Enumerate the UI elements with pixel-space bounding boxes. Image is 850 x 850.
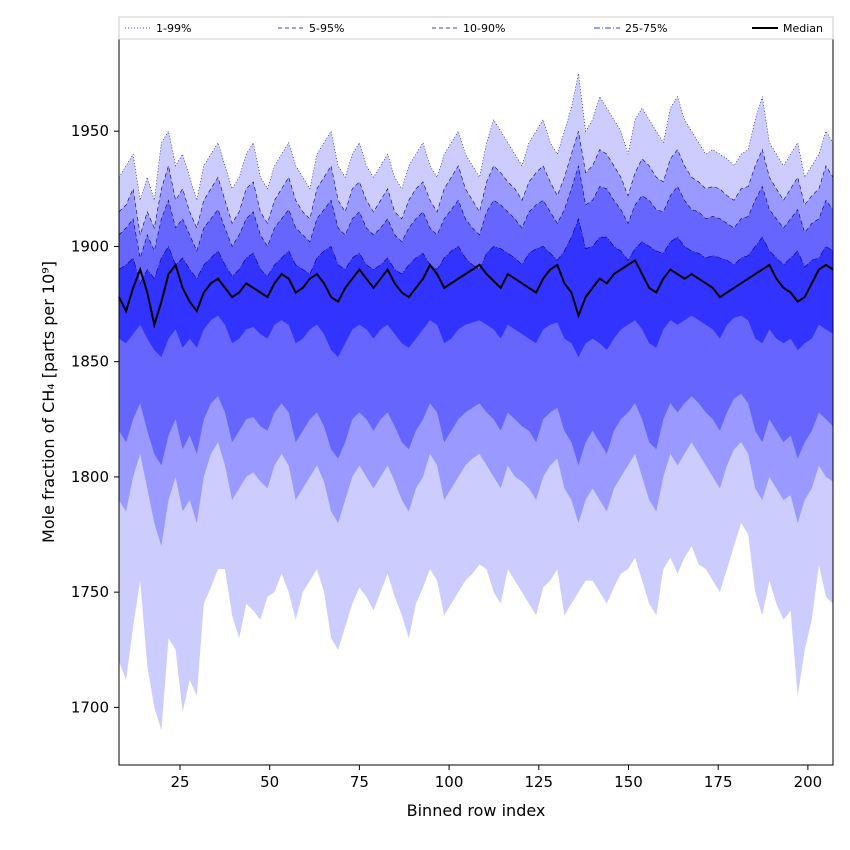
x-axis: 25 50 75 100 125 150 175 200 bbox=[170, 765, 822, 791]
legend-label: 10-90% bbox=[463, 22, 505, 35]
x-tick-label: 175 bbox=[704, 773, 733, 791]
x-axis-label: Binned row index bbox=[407, 801, 546, 820]
band-25-75%-edge bbox=[118, 217, 834, 285]
band-5-95%-edge bbox=[118, 131, 834, 235]
x-tick-label: 200 bbox=[794, 773, 823, 791]
y-tick-label: 1900 bbox=[71, 237, 109, 255]
x-tick-label: 75 bbox=[350, 773, 369, 791]
x-tick-label: 150 bbox=[614, 773, 643, 791]
band-25-75%-area bbox=[119, 218, 833, 358]
y-axis: 1700 1750 1800 1850 1900 1950 bbox=[71, 122, 119, 716]
y-tick-label: 1850 bbox=[71, 353, 109, 371]
x-tick-label: 100 bbox=[435, 773, 464, 791]
x-tick-label: 50 bbox=[260, 773, 279, 791]
legend-label: 1-99% bbox=[156, 22, 191, 35]
legend-label: 25-75% bbox=[625, 22, 667, 35]
legend-box bbox=[118, 16, 834, 40]
median-layer bbox=[118, 258, 834, 329]
legend: 1-99% 5-95% 10-90% 25-75% Median bbox=[118, 16, 834, 40]
y-tick-label: 1950 bbox=[71, 122, 109, 140]
x-tick-label: 125 bbox=[524, 773, 553, 791]
legend-label: 5-95% bbox=[309, 22, 344, 35]
y-tick-label: 1700 bbox=[71, 698, 109, 716]
y-tick-label: 1750 bbox=[71, 583, 109, 601]
median-line bbox=[118, 258, 834, 329]
band-10-90%-edge bbox=[118, 165, 834, 259]
percentile-bands bbox=[118, 73, 834, 731]
x-tick-label: 25 bbox=[170, 773, 189, 791]
band-1-99%-edge bbox=[118, 73, 834, 201]
y-tick-label: 1800 bbox=[71, 468, 109, 486]
y-axis-label: Mole fraction of CH₄ [parts per 10⁹] bbox=[39, 261, 58, 543]
legend-label: Median bbox=[783, 22, 823, 35]
